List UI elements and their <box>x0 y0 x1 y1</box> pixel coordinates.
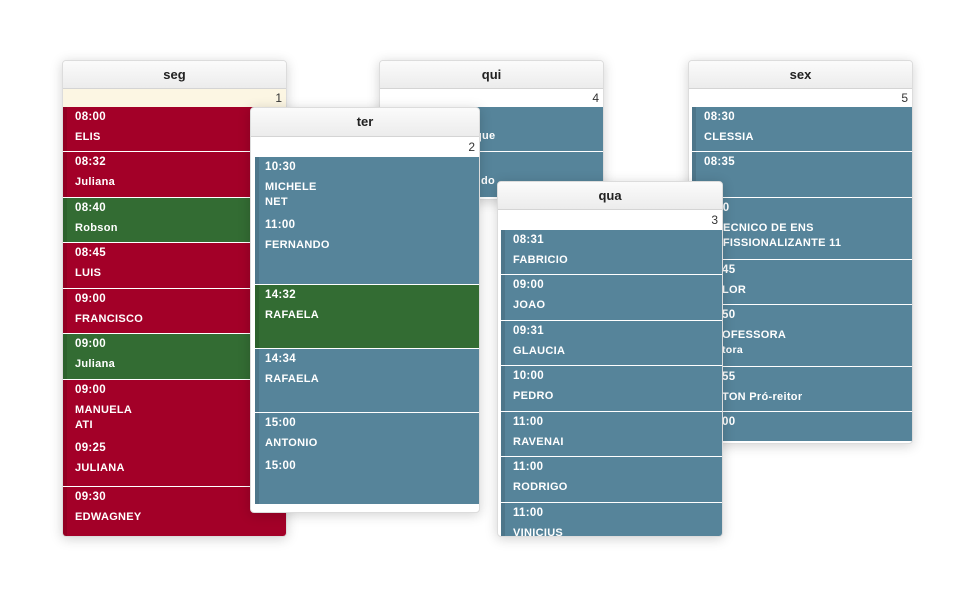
slot-name: CLESSIA <box>704 131 754 143</box>
day-number-ter[interactable]: 2 <box>251 137 479 157</box>
appointment-slot[interactable]: 09:00 Juliana <box>63 334 286 380</box>
slot-name: RAFAELA <box>265 309 320 321</box>
slot-time: 08:00 <box>75 111 106 123</box>
slot-time: 11:00 <box>513 507 544 519</box>
slot-name: do <box>481 175 496 187</box>
slot-name: FRANCISCO <box>75 313 144 325</box>
day-column-sex: sex 5 08:30 CLESSIA 08:35 10 TECNICO DE … <box>688 60 913 444</box>
appointment-slot[interactable]: 15:00 ANTONIO 15:00 <box>255 413 479 505</box>
slot-time: 11:00 <box>265 219 296 231</box>
slot-name: LUIS <box>75 267 102 279</box>
appointment-slot[interactable]: 08:00 ELIS <box>63 107 286 152</box>
slot-time: 14:32 <box>265 289 296 301</box>
slot-name: ELIS <box>75 131 101 143</box>
appointment-slot[interactable]: 00 <box>692 412 912 442</box>
appointment-slot[interactable]: 09:00 JOAO <box>501 275 722 321</box>
slot-name: OFESSORA <box>722 329 787 341</box>
slot-time: 08:45 <box>75 247 106 259</box>
day-column-qua: qua 3 08:31 FABRICIO 09:00 JOAO 09:31 GL… <box>497 181 723 537</box>
slot-name: FERNANDO <box>265 239 330 251</box>
appointment-slot[interactable]: 14:34 RAFAELA <box>255 349 479 413</box>
day-header-qui: qui <box>380 61 603 89</box>
appointment-slot[interactable]: 08:32 Juliana <box>63 152 286 198</box>
slot-name: FABRICIO <box>513 254 568 266</box>
appointment-slot[interactable]: 09:30 EDWAGNEY <box>63 487 286 536</box>
appointment-slot[interactable]: 08:30 CLESSIA <box>692 107 912 152</box>
slot-time: 15:00 <box>265 417 296 429</box>
slot-name: VINICIUS <box>513 527 564 537</box>
slot-time: 08:31 <box>513 234 544 246</box>
slot-time: 09:00 <box>513 279 544 291</box>
slot-time: 10:30 <box>265 161 296 173</box>
day-header-ter: ter <box>251 108 479 137</box>
slot-name: TECNICO DE ENS <box>716 222 814 234</box>
slot-time: 00 <box>722 416 736 428</box>
slot-time: 45 <box>722 264 736 276</box>
slot-name: JULIANA <box>75 462 125 474</box>
slot-time: 08:32 <box>75 156 106 168</box>
day-number-qui[interactable]: 4 <box>380 89 603 107</box>
slot-name: MICHELE NET <box>265 181 317 208</box>
slot-time: 08:30 <box>704 111 735 123</box>
slot-time: 09:30 <box>75 491 106 503</box>
day-number-seg[interactable]: 1 <box>63 89 286 107</box>
slot-name: RODRIGO <box>513 481 568 493</box>
slot-time: 09:00 <box>75 338 106 350</box>
slot-time: 10:00 <box>513 370 544 382</box>
slot-name: OFISSIONALIZANTE 11 <box>714 237 842 249</box>
appointment-slot[interactable]: 11:00 VINICIUS <box>501 503 722 537</box>
slot-time: 09:00 <box>75 384 106 396</box>
slot-time: 08:40 <box>75 202 106 214</box>
appointment-slot[interactable]: 50 OFESSORA tora <box>692 305 912 367</box>
appointment-slot[interactable]: 09:00 MANUELA ATI 09:25 JULIANA <box>63 380 286 487</box>
day-header-seg: seg <box>63 61 286 89</box>
slot-time: 09:25 <box>75 442 106 454</box>
slot-time: 50 <box>722 309 736 321</box>
day-column-seg: seg 1 08:00 ELIS 08:32 Juliana 08:40 Rob… <box>62 60 287 537</box>
day-column-ter: ter 2 10:30 MICHELE NET 11:00 FERNANDO 1… <box>250 107 480 513</box>
slot-time: 14:34 <box>265 353 296 365</box>
day-number-qua[interactable]: 3 <box>498 210 722 230</box>
slot-time: 10 <box>716 198 912 214</box>
slot-name: Robson <box>75 222 118 234</box>
slot-name: LOR <box>722 284 747 296</box>
appointment-slot[interactable]: 45 LOR <box>692 260 912 305</box>
appointment-slot[interactable]: 09:00 FRANCISCO <box>63 289 286 334</box>
appointment-slot[interactable]: 14:32 RAFAELA <box>255 285 479 349</box>
appointment-slot[interactable]: 08:35 <box>692 152 912 198</box>
appointment-slot[interactable]: 10:30 MICHELE NET 11:00 FERNANDO <box>255 157 479 285</box>
slot-time: 11:00 <box>513 461 544 473</box>
slot-name: TON Pró-reitor <box>722 391 803 403</box>
slot-time: 09:00 <box>75 293 106 305</box>
slot-name: EDWAGNEY <box>75 511 142 523</box>
slot-time: 15:00 <box>265 460 296 472</box>
slot-name: RAVENAI <box>513 436 564 448</box>
day-number-sex[interactable]: 5 <box>689 89 912 107</box>
appointment-slot[interactable]: 08:45 LUIS <box>63 243 286 289</box>
appointment-slot[interactable]: 10 TECNICO DE ENS OFISSIONALIZANTE 11 <box>692 198 912 260</box>
slot-name: GLAUCIA <box>513 345 566 357</box>
slot-name: JOAO <box>513 299 546 311</box>
appointment-slot[interactable]: 11:00 RODRIGO <box>501 457 722 503</box>
slot-time: 08:35 <box>704 156 735 168</box>
slot-time: 09:31 <box>513 325 544 337</box>
day-header-sex: sex <box>689 61 912 89</box>
appointment-slot[interactable]: 09:31 GLAUCIA <box>501 321 722 366</box>
appointment-slot[interactable]: 08:40 Robson <box>63 198 286 243</box>
appointment-slot[interactable]: 10:00 PEDRO <box>501 366 722 412</box>
appointment-slot[interactable]: 55 TON Pró-reitor <box>692 367 912 412</box>
day-header-qua: qua <box>498 182 722 210</box>
slot-name: Juliana <box>75 176 116 188</box>
slot-time: 11:00 <box>513 416 544 428</box>
slot-name: ANTONIO <box>265 437 318 449</box>
slot-time: 55 <box>722 371 736 383</box>
slot-name: MANUELA ATI <box>75 404 132 431</box>
slot-name: Juliana <box>75 358 116 370</box>
slot-name: PEDRO <box>513 390 554 402</box>
slot-name: RAFAELA <box>265 373 320 385</box>
appointment-slot[interactable]: 08:31 FABRICIO <box>501 230 722 275</box>
appointment-slot[interactable]: 11:00 RAVENAI <box>501 412 722 457</box>
slot-name: tora <box>722 344 744 356</box>
